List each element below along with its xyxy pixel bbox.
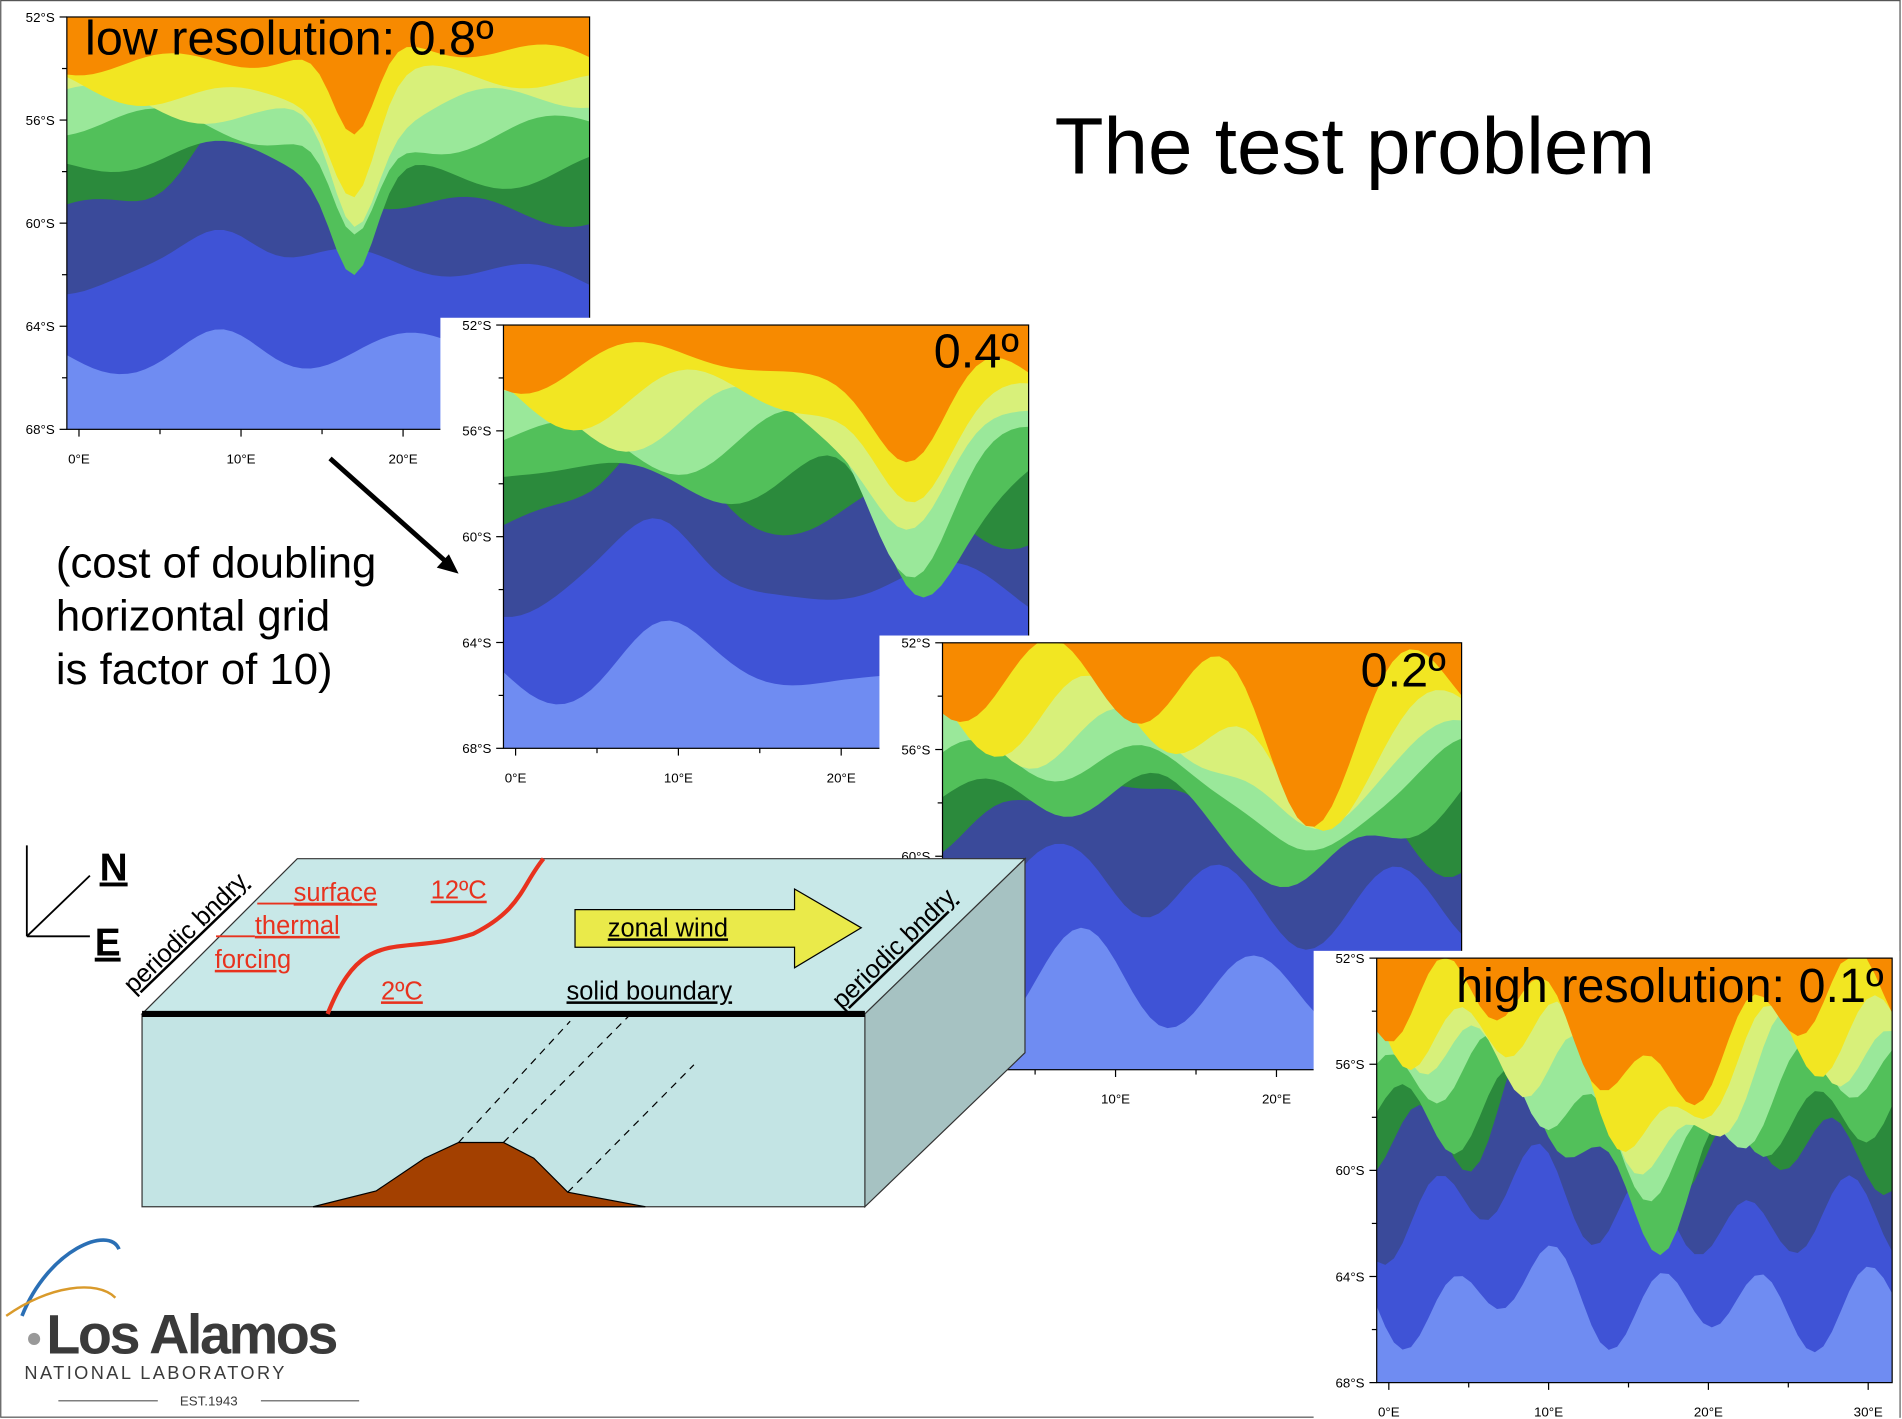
- resolution-label: low resolution: 0.8º: [85, 12, 494, 66]
- x-tick-label: 10°E: [1534, 1405, 1563, 1419]
- y-tick-label: 68°S: [26, 422, 55, 437]
- x-tick-label: 10°E: [664, 770, 693, 785]
- x-tick-label: 20°E: [1694, 1405, 1723, 1419]
- x-tick-label: 20°E: [1262, 1092, 1291, 1107]
- forcing-label: surface: [294, 879, 377, 907]
- map-panel: 52°S 56°S 60°S 64°S 68°S 0°E 10°E 20°E 30°E high …: [1314, 951, 1902, 1419]
- logo-name: Los Alamos: [46, 1304, 336, 1366]
- y-tick-label: 52°S: [462, 318, 491, 333]
- y-tick-label: 68°S: [1336, 1375, 1365, 1390]
- y-tick-label: 64°S: [26, 319, 55, 334]
- y-tick-label: 56°S: [26, 113, 55, 128]
- y-tick-label: 68°S: [462, 741, 491, 756]
- slide: 52°S 56°S 60°S 64°S 68°S 0°E 10°E 20°E low resol…: [0, 0, 1902, 1419]
- y-tick-label: 64°S: [1336, 1269, 1365, 1284]
- note-line: horizontal grid: [56, 592, 330, 641]
- x-tick-label: 10°E: [227, 451, 256, 466]
- y-tick-label: 56°S: [1336, 1057, 1365, 1072]
- north-label: N: [100, 847, 128, 890]
- temp-high: 12ºC: [431, 877, 487, 905]
- note-line: (cost of doubling: [56, 538, 376, 587]
- note-line: is factor of 10): [56, 645, 333, 694]
- y-tick-label: 56°S: [901, 742, 930, 757]
- resolution-label: 0.4º: [934, 324, 1019, 378]
- wind-label: zonal wind: [608, 914, 728, 942]
- x-tick-label: 30°E: [1854, 1405, 1883, 1419]
- x-tick-label: 20°E: [827, 770, 856, 785]
- solid-label: solid boundary: [567, 977, 733, 1005]
- x-tick-label: 20°E: [389, 451, 418, 466]
- logo-sub: NATIONAL LABORATORY: [24, 1363, 286, 1383]
- y-tick-label: 64°S: [462, 635, 491, 650]
- y-tick-label: 56°S: [462, 424, 491, 439]
- resolution-label: 0.2º: [1361, 643, 1446, 697]
- y-tick-label: 60°S: [1336, 1163, 1365, 1178]
- slide-title: The test problem: [1055, 101, 1656, 190]
- x-tick-label: 0°E: [505, 770, 527, 785]
- resolution-label: high resolution: 0.1º: [1456, 959, 1884, 1013]
- page: 52°S 56°S 60°S 64°S 68°S 0°E 10°E 20°E low resol…: [0, 0, 1902, 1419]
- forcing-label: thermal: [255, 912, 340, 940]
- x-tick-label: 10°E: [1101, 1092, 1130, 1107]
- y-tick-label: 52°S: [1336, 951, 1365, 966]
- logo-est: EST.1943: [180, 1394, 238, 1409]
- y-tick-label: 52°S: [901, 636, 930, 651]
- logo-dot: [28, 1333, 40, 1345]
- east-label: E: [95, 922, 121, 965]
- x-tick-label: 0°E: [68, 451, 90, 466]
- y-tick-label: 52°S: [26, 10, 55, 25]
- y-tick-label: 60°S: [462, 530, 491, 545]
- x-tick-label: 0°E: [1378, 1405, 1400, 1419]
- forcing-label: forcing: [215, 946, 291, 974]
- y-tick-label: 60°S: [26, 216, 55, 231]
- temp-low: 2ºC: [381, 977, 423, 1005]
